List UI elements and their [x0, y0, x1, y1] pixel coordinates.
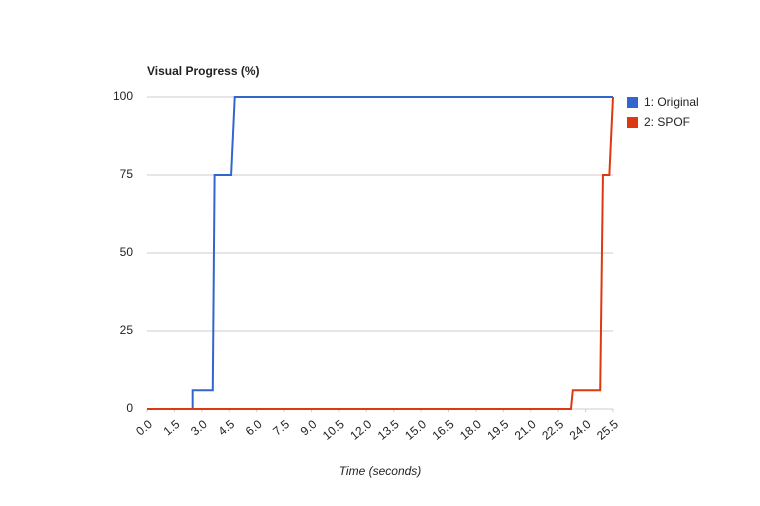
- x-tick-label: 19.5: [484, 417, 511, 443]
- legend-label: 2: SPOF: [644, 115, 690, 129]
- x-tick-label: 24.0: [567, 417, 594, 443]
- y-tick-label: 0: [126, 401, 133, 415]
- x-tick-label: 3.0: [188, 417, 210, 439]
- y-tick-label: 50: [120, 245, 134, 259]
- y-tick-label: 75: [120, 167, 134, 181]
- x-tick-label: 0.0: [133, 417, 155, 439]
- y-tick-label: 100: [113, 89, 133, 103]
- series-line: [147, 96, 613, 410]
- x-tick-label: 25.5: [594, 417, 621, 443]
- y-tick-label: 25: [120, 323, 134, 337]
- x-axis-title: Time (seconds): [339, 464, 422, 478]
- x-tick-label: 21.0: [512, 417, 539, 443]
- x-tick-label: 22.5: [539, 417, 566, 443]
- chart-title: Visual Progress (%): [147, 64, 260, 78]
- x-tick-label: 7.5: [270, 417, 292, 439]
- x-tick-label: 16.5: [430, 417, 457, 443]
- x-tick-label: 15.0: [402, 417, 429, 443]
- legend-swatch: [627, 97, 638, 108]
- x-tick-label: 18.0: [457, 417, 484, 443]
- legend-swatch: [627, 117, 638, 128]
- x-tick-label: 12.0: [347, 417, 374, 443]
- x-tick-label: 9.0: [298, 417, 320, 439]
- x-tick-label: 4.5: [215, 417, 237, 439]
- x-tick-label: 10.5: [320, 417, 347, 443]
- series-line: [147, 96, 614, 410]
- x-tick-label: 6.0: [243, 417, 265, 439]
- x-tick-label: 13.5: [375, 417, 402, 443]
- legend-label: 1: Original: [644, 95, 699, 109]
- x-tick-label: 1.5: [161, 417, 183, 439]
